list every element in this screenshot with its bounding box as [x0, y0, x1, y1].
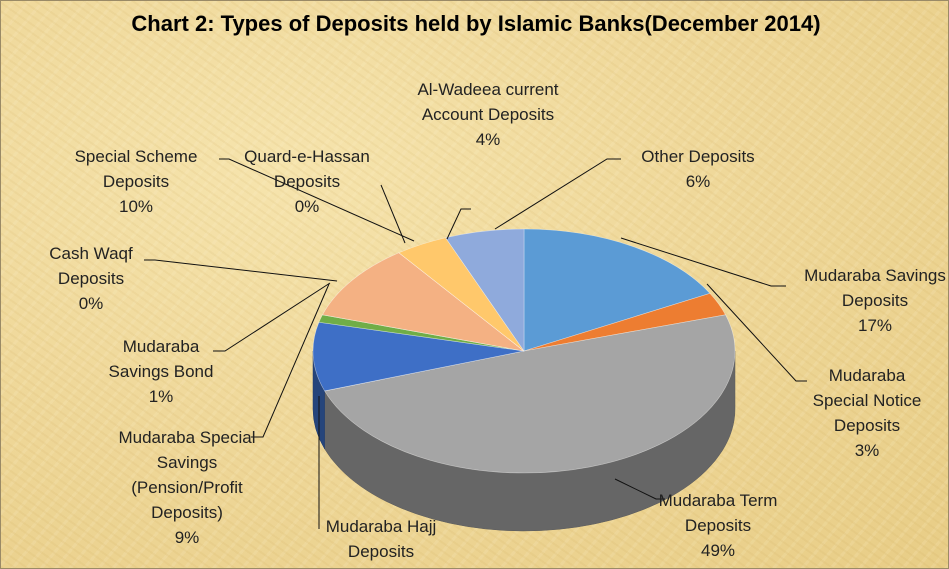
slice [322, 252, 525, 352]
leader-line [380, 184, 406, 244]
value-label: 4% [475, 130, 501, 149]
data-label: Mudaraba Savings Bond 1% [99, 334, 224, 409]
leader-line [494, 158, 621, 230]
category-label: Mudaraba Savings Bond [108, 337, 214, 381]
data-label: Special Scheme Deposits 10% [66, 144, 206, 219]
data-label: Mudaraba Special Notice Deposits 3% [802, 363, 932, 463]
leader-line [251, 283, 330, 438]
data-label: Mudaraba Term Deposits 49% [643, 488, 793, 563]
leader-line [144, 259, 338, 282]
leader-line [213, 282, 331, 352]
value-label: 10% [118, 197, 154, 216]
data-label: Mudaraba Hajj Deposits 0% [309, 514, 454, 568]
leader-line [446, 208, 471, 240]
value-label: 49% [700, 541, 736, 560]
slice [523, 228, 711, 352]
category-label: Mudaraba Term Deposits [658, 491, 778, 535]
value-label: 17% [857, 316, 893, 335]
slice [324, 314, 736, 474]
data-label: Cash Waqf Deposits 0% [39, 241, 144, 316]
value-label: 0% [78, 294, 104, 313]
data-label: Mudaraba Special Savings (Pension/Profit… [117, 425, 257, 550]
category-label: Mudaraba Hajj Deposits [325, 517, 437, 561]
value-label: 6% [685, 172, 711, 191]
category-label: Other Deposits [641, 147, 755, 166]
slice [312, 321, 525, 392]
category-label: Quard-e-Hassan Deposits [244, 147, 370, 191]
category-label: Al-Wadeea current Account Deposits [417, 80, 559, 124]
data-label: Mudaraba Savings Deposits 17% [793, 263, 949, 338]
value-label: 1% [148, 387, 174, 406]
leader-line [219, 158, 415, 242]
value-label: 0% [294, 197, 320, 216]
category-label: Cash Waqf Deposits [49, 244, 133, 288]
category-label: Mudaraba Special Savings (Pension/Profit… [118, 428, 256, 522]
category-label: Mudaraba Special Notice Deposits [812, 366, 922, 435]
data-label: Other Deposits 6% [613, 144, 783, 194]
slice [445, 228, 525, 352]
value-label: 3% [854, 441, 880, 460]
leader-line [706, 283, 807, 382]
leader-line [614, 478, 665, 500]
data-label: Al-Wadeea current Account Deposits 4% [413, 77, 563, 152]
chart-title: Chart 2: Types of Deposits held by Islam… [131, 11, 821, 36]
category-label: Mudaraba Savings Deposits [804, 266, 946, 310]
value-label: 0% [309, 564, 454, 568]
category-label: Special Scheme Deposits [74, 147, 198, 191]
leader-line [620, 237, 786, 287]
data-label: Quard-e-Hassan Deposits 0% [222, 144, 392, 219]
value-label: 9% [174, 528, 200, 547]
